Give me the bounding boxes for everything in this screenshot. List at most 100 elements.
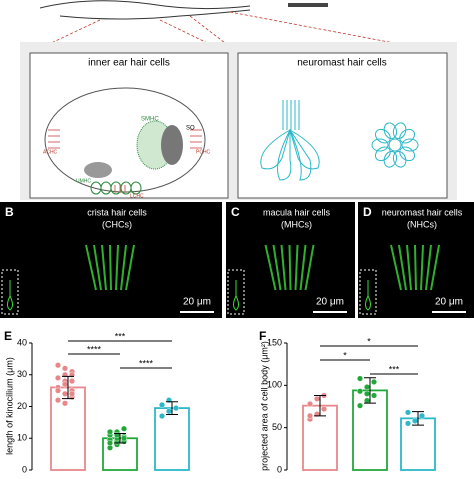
sig-label: ***: [115, 331, 126, 341]
stereocilia: [294, 244, 299, 291]
inset-cell: [365, 280, 371, 311]
stereocilia: [288, 244, 292, 291]
neuromast-rosette: [371, 122, 419, 168]
otolith: [161, 125, 183, 165]
panel-letter: E: [4, 329, 12, 343]
data-point: [106, 428, 113, 435]
stereocilia: [125, 244, 135, 291]
data-point: [364, 384, 371, 391]
error-bar: [314, 394, 326, 417]
petal: [392, 122, 407, 140]
petal: [374, 128, 391, 144]
petal: [388, 138, 402, 152]
stereocilia: [120, 244, 127, 291]
label: PCHC: [196, 149, 211, 155]
error-bar: [412, 411, 424, 426]
y-tick-label: 30: [17, 369, 27, 379]
y-axis-label: length of kinocilium (μm): [4, 357, 14, 455]
umhc-cells: [90, 181, 142, 195]
y-tick-label: 40: [17, 337, 27, 347]
scale-strip: [288, 3, 328, 7]
stereocilia: [414, 244, 417, 291]
data-point: [314, 395, 321, 402]
panel-letter: C: [231, 205, 240, 219]
label: SO: [186, 126, 195, 132]
bar: [400, 417, 436, 471]
box-title: neuromast hair cells: [297, 58, 386, 69]
stereocilia: [304, 244, 315, 291]
y-tick-label: 50: [272, 422, 282, 432]
petal: [371, 138, 389, 152]
inset: [359, 269, 377, 315]
y-tick-label: 150: [267, 337, 282, 347]
bar: [102, 437, 138, 471]
stereocilia: [115, 244, 119, 291]
data-point: [62, 400, 69, 407]
data-point: [55, 397, 62, 404]
y-tick-label: 0: [22, 464, 27, 474]
petal: [383, 122, 398, 140]
data-point: [412, 417, 419, 424]
panel-title: crista hair cells: [87, 207, 147, 217]
panel-letter: B: [5, 205, 14, 219]
data-point: [357, 375, 364, 382]
data-point: [364, 390, 371, 397]
error-bar: [114, 432, 126, 444]
data-point: [321, 406, 328, 413]
hair-cells: [390, 244, 440, 291]
petal: [374, 146, 391, 162]
inset-cell: [7, 280, 13, 311]
stereocilia: [390, 244, 402, 291]
panel-letter: D: [363, 205, 372, 219]
error-bar: [364, 377, 376, 404]
inset-cell: [233, 280, 239, 311]
inner-ear-box: [29, 52, 229, 199]
sig-label: ****: [139, 358, 154, 368]
data-point: [55, 374, 62, 381]
data-point: [307, 400, 314, 407]
neuromast-box: [237, 52, 448, 199]
data-point: [68, 390, 75, 397]
panel-title: neuromast hair cells: [382, 207, 463, 217]
petal: [399, 146, 416, 162]
stereocilia: [93, 244, 102, 291]
sig-label: ****: [87, 344, 102, 354]
data-point: [357, 388, 364, 395]
neuromast-fan: [260, 100, 320, 181]
panel-subtitle: (NHCs): [407, 219, 437, 229]
stereocilia: [430, 244, 440, 291]
stereocilia: [272, 244, 282, 291]
box-title: inner ear hair cells: [88, 58, 170, 69]
data-point: [405, 409, 412, 416]
petal: [392, 150, 407, 168]
label: ACHC: [43, 149, 58, 155]
data-point: [172, 405, 179, 412]
y-tick-label: 100: [267, 380, 282, 390]
data-point: [68, 378, 75, 385]
data-point: [364, 397, 371, 404]
y-tick-label: 10: [17, 433, 27, 443]
panel-letter: F: [259, 329, 266, 343]
stereocilia: [420, 244, 424, 291]
stereocilia: [398, 244, 407, 291]
y-axis-label: projected area of cell body (μm²): [259, 341, 269, 471]
error-bar: [62, 375, 74, 400]
data-point: [419, 412, 426, 419]
data-point: [62, 365, 69, 372]
petal: [401, 138, 419, 152]
stereocilia: [264, 244, 277, 291]
stereocilia: [109, 244, 112, 291]
otolith: [84, 162, 112, 178]
data-point: [55, 387, 62, 394]
stereocilia: [299, 244, 307, 291]
petal: [399, 128, 416, 144]
scale-label: 20 μm: [435, 297, 463, 308]
scale-label: 20 μm: [183, 297, 211, 308]
inset: [227, 269, 245, 315]
data-point: [120, 425, 127, 432]
data-point: [307, 412, 314, 419]
stereocilia: [406, 244, 412, 291]
data-point: [120, 435, 127, 442]
sig-label: ***: [389, 364, 400, 374]
